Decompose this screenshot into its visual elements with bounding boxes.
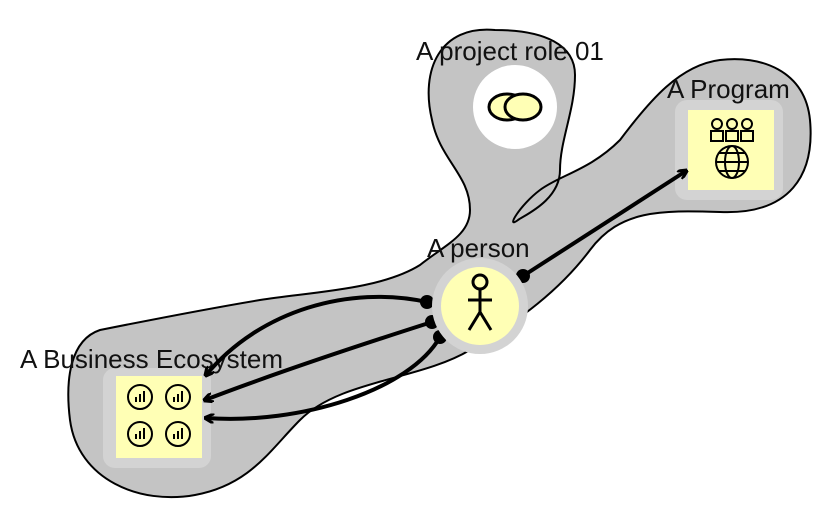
- person-label: A person: [427, 233, 530, 263]
- arrow-person-to-ecosystem-3[interactable]: [206, 336, 442, 419]
- ecosystem-label: A Business Ecosystem: [20, 344, 283, 374]
- arrow-person-to-ecosystem-2[interactable]: [205, 320, 433, 400]
- role-icon: [487, 92, 543, 122]
- arrow-person-to-program[interactable]: [521, 171, 686, 278]
- arrow-person-to-ecosystem-1[interactable]: [206, 294, 428, 375]
- node-program[interactable]: A Program: [667, 74, 790, 200]
- ecosystem-node-box: [116, 376, 202, 458]
- node-business-ecosystem[interactable]: A Business Ecosystem: [20, 344, 283, 468]
- program-icon: [710, 118, 754, 179]
- program-node-box: [688, 110, 774, 190]
- ecosystem-icon: [127, 384, 191, 447]
- connection-arrows: [205, 171, 686, 419]
- person-icon: [467, 273, 493, 331]
- role-label: A project role 01: [416, 36, 604, 66]
- node-project-role[interactable]: A project role 01: [416, 36, 604, 149]
- node-person[interactable]: A person: [427, 233, 530, 354]
- program-label: A Program: [667, 74, 790, 104]
